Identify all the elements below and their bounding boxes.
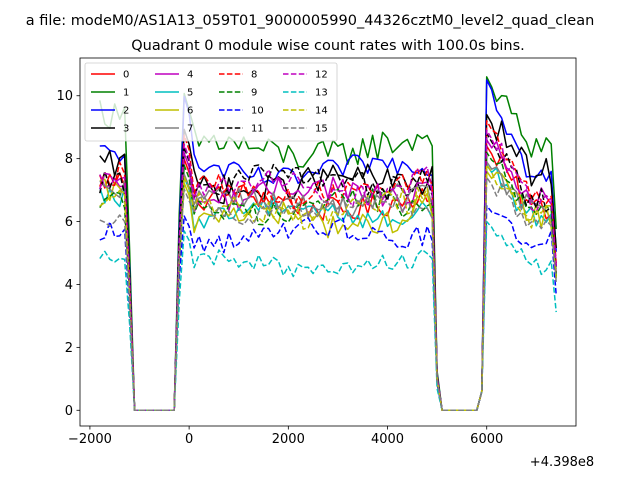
legend-label-6: 6	[187, 106, 193, 117]
legend-label-5: 5	[187, 88, 193, 99]
x-tick-label: −2000	[68, 432, 112, 447]
legend-label-3: 3	[123, 124, 129, 135]
legend-label-10: 10	[251, 106, 264, 117]
legend-label-15: 15	[315, 124, 328, 135]
legend-label-13: 13	[315, 88, 328, 99]
legend-label-9: 9	[251, 88, 257, 99]
y-tick-label: 4	[65, 278, 73, 293]
legend-label-0: 0	[123, 70, 129, 81]
x-axis-offset-label: +4.398e8	[530, 455, 594, 470]
legend-label-12: 12	[315, 70, 328, 81]
figure-suptitle: a file: modeM0/AS1A13_059T01_9000005990_…	[26, 13, 595, 29]
axes-frame	[79, 57, 577, 427]
y-tick-label: 10	[56, 89, 73, 104]
legend-label-11: 11	[251, 124, 264, 135]
x-tick-label: 0	[185, 432, 193, 447]
series-layer	[99, 76, 557, 412]
legend-label-4: 4	[187, 70, 193, 81]
y-tick-label: 2	[65, 341, 73, 356]
y-tick-label: 0	[65, 404, 73, 419]
series-line-12	[99, 129, 557, 412]
legend-label-2: 2	[123, 106, 129, 117]
x-tick-label: 4000	[371, 432, 404, 447]
legend-label-1: 1	[123, 88, 129, 99]
y-tick-label: 8	[65, 152, 73, 167]
x-tick-label: 6000	[470, 432, 503, 447]
x-tick-label: 2000	[272, 432, 305, 447]
legend-box	[84, 62, 338, 142]
legend-label-14: 14	[315, 106, 328, 117]
chart-title: Quadrant 0 module wise count rates with …	[131, 38, 525, 54]
legend-label-8: 8	[251, 70, 257, 81]
y-tick-label: 6	[65, 215, 73, 230]
series-line-15	[99, 176, 557, 412]
legend-label-7: 7	[187, 124, 193, 135]
